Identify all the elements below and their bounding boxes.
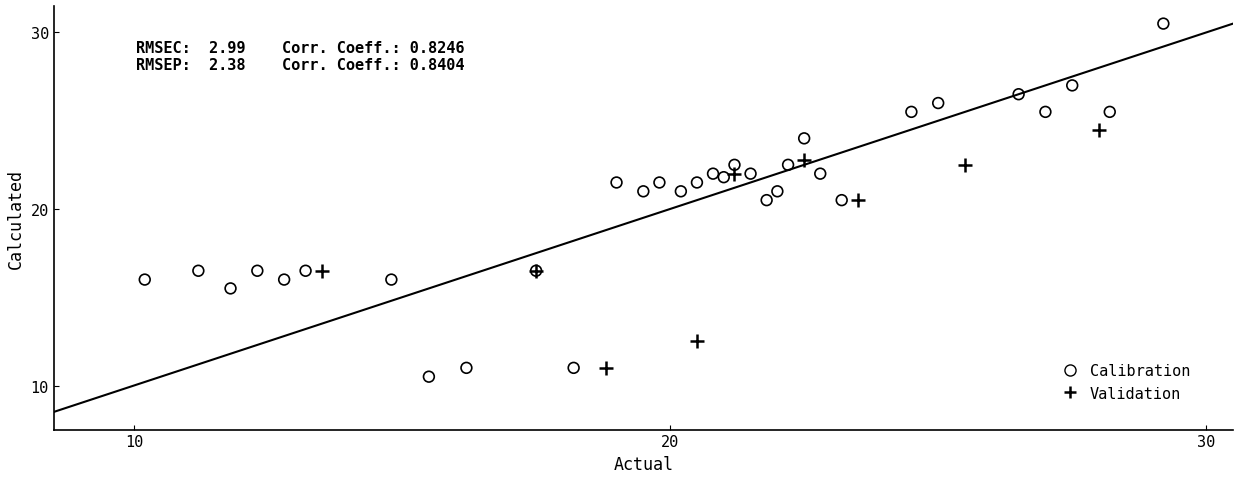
Point xyxy=(724,170,744,178)
Point xyxy=(1063,83,1083,90)
Text: RMSEC:  2.99    Corr. Coeff.: 0.8246
RMSEP:  2.38    Corr. Coeff.: 0.8404: RMSEC: 2.99 Corr. Coeff.: 0.8246 RMSEP: … xyxy=(136,41,465,73)
Legend: Calibration, Validation: Calibration, Validation xyxy=(1054,363,1190,401)
Point xyxy=(456,364,476,372)
Point xyxy=(382,276,402,284)
Point xyxy=(1035,109,1055,117)
Point xyxy=(1089,126,1109,134)
Point xyxy=(311,267,331,275)
Point xyxy=(634,188,653,196)
Point xyxy=(740,170,760,178)
Point xyxy=(650,179,670,187)
Point xyxy=(714,174,734,181)
Point xyxy=(295,267,315,275)
Point xyxy=(955,162,975,169)
Point xyxy=(1008,91,1028,99)
Point xyxy=(564,364,584,372)
Point xyxy=(703,170,723,178)
Point xyxy=(724,162,744,169)
Point xyxy=(768,188,787,196)
Point xyxy=(810,170,830,178)
X-axis label: Actual: Actual xyxy=(614,455,673,473)
Point xyxy=(779,162,799,169)
Point xyxy=(274,276,294,284)
Point xyxy=(188,267,208,275)
Point xyxy=(795,135,815,143)
Point xyxy=(687,338,707,346)
Point xyxy=(901,109,921,117)
Point xyxy=(832,197,852,204)
Point xyxy=(606,179,626,187)
Point xyxy=(929,100,949,108)
Point xyxy=(526,267,546,275)
Point xyxy=(687,179,707,187)
Point xyxy=(526,267,546,275)
Point xyxy=(756,197,776,204)
Point xyxy=(848,197,868,204)
Point xyxy=(1153,21,1173,28)
Point xyxy=(795,156,815,164)
Point xyxy=(135,276,155,284)
Point xyxy=(419,373,439,381)
Point xyxy=(1100,109,1120,117)
Y-axis label: Calculated: Calculated xyxy=(7,168,25,268)
Point xyxy=(671,188,691,196)
Point xyxy=(248,267,268,275)
Point xyxy=(221,285,241,293)
Point xyxy=(596,364,616,372)
